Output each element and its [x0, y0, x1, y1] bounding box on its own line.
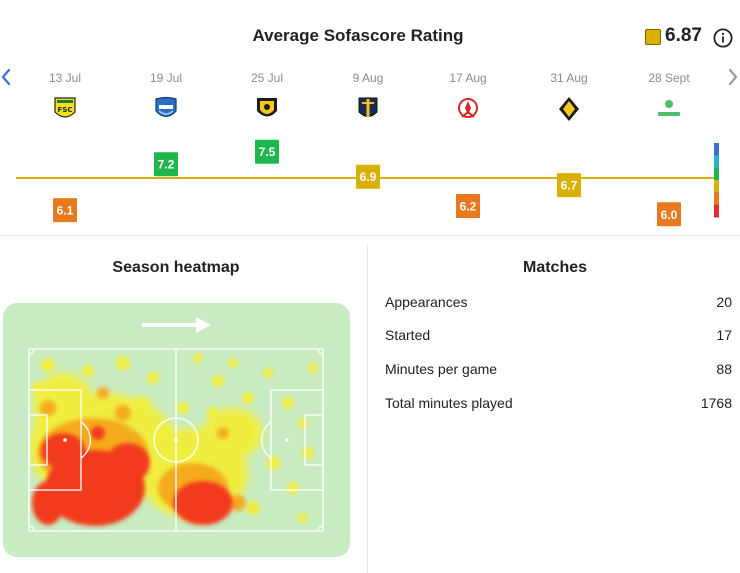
column-divider: [367, 244, 368, 573]
fsc-crest-icon[interactable]: FSC: [53, 96, 77, 122]
yellow-black-crest-icon[interactable]: [255, 96, 279, 122]
rating-scale-segment: [714, 180, 719, 193]
stat-label-appearances: Appearances: [385, 294, 468, 310]
rating-marker[interactable]: [657, 202, 681, 227]
svg-text:FSC: FSC: [58, 106, 73, 114]
heatmap-title: Season heatmap: [112, 259, 240, 276]
match-date: 9 Aug: [352, 71, 384, 85]
section-divider: [0, 235, 740, 236]
stat-label-total-minutes: Total minutes played: [385, 395, 513, 411]
rating-scale-segment: [714, 143, 719, 156]
rating-marker[interactable]: [356, 164, 380, 189]
rating-marker-label: 6.9: [360, 170, 377, 184]
heatmap-density: [29, 353, 318, 526]
previous-matches-arrow[interactable]: [0, 68, 12, 86]
rating-title: Average Sofascore Rating: [252, 26, 464, 45]
stat-value-appearances: 20: [716, 294, 732, 310]
match-date: 13 Jul: [48, 71, 82, 85]
rating-marker[interactable]: [255, 139, 279, 164]
rating-marker-label: 7.2: [158, 158, 175, 172]
match-date: 17 Aug: [449, 71, 487, 85]
rating-marker[interactable]: [53, 198, 77, 223]
attack-direction-arrow-icon: [142, 317, 211, 333]
yellow-diamond-crest-icon[interactable]: [557, 96, 581, 122]
average-rating-value: 6.87: [665, 25, 702, 46]
match-date: 28 Sept: [648, 71, 690, 85]
matches-title: Matches: [522, 259, 588, 276]
green-text-crest-icon[interactable]: [657, 96, 681, 122]
rating-marker[interactable]: [456, 193, 480, 218]
stat-value-started: 17: [716, 327, 732, 343]
average-rating-swatch: [645, 29, 661, 45]
pitch-lines: [28, 348, 324, 532]
season-heatmap: [3, 303, 350, 557]
stat-label-started: Started: [385, 327, 431, 343]
stat-value-minutes-per-game: 88: [716, 361, 732, 377]
info-icon[interactable]: [713, 28, 733, 48]
rating-scale-segment: [714, 204, 719, 218]
navy-yellow-crest-icon[interactable]: [356, 96, 380, 122]
red-white-crest-icon[interactable]: [456, 96, 480, 122]
stat-value-total-minutes: 1768: [700, 395, 732, 411]
rating-marker-label: 6.2: [460, 199, 477, 213]
next-matches-arrow[interactable]: [727, 68, 739, 86]
match-date: 25 Jul: [250, 71, 284, 85]
heatmap-pitch: [28, 317, 324, 532]
rating-marker[interactable]: [557, 173, 581, 198]
match-date: 31 Aug: [550, 71, 588, 85]
rating-marker-label: 6.0: [661, 208, 678, 222]
stat-label-minutes-per-game: Minutes per game: [385, 361, 498, 377]
rating-marker-label: 6.7: [561, 179, 578, 193]
match-date: 19 Jul: [149, 71, 183, 85]
rating-marker[interactable]: [154, 152, 178, 177]
rating-scale-segment: [714, 192, 719, 206]
rating-marker-label: 7.5: [259, 145, 276, 159]
blue-shield-crest-icon[interactable]: [154, 96, 178, 122]
rating-chart: 6.1 7.2 7.5 6.9 6.2 6.7 6.0: [16, 139, 719, 227]
rating-marker-label: 6.1: [57, 204, 74, 218]
rating-scale-segment: [714, 155, 719, 169]
rating-scale-segment: [714, 167, 719, 181]
